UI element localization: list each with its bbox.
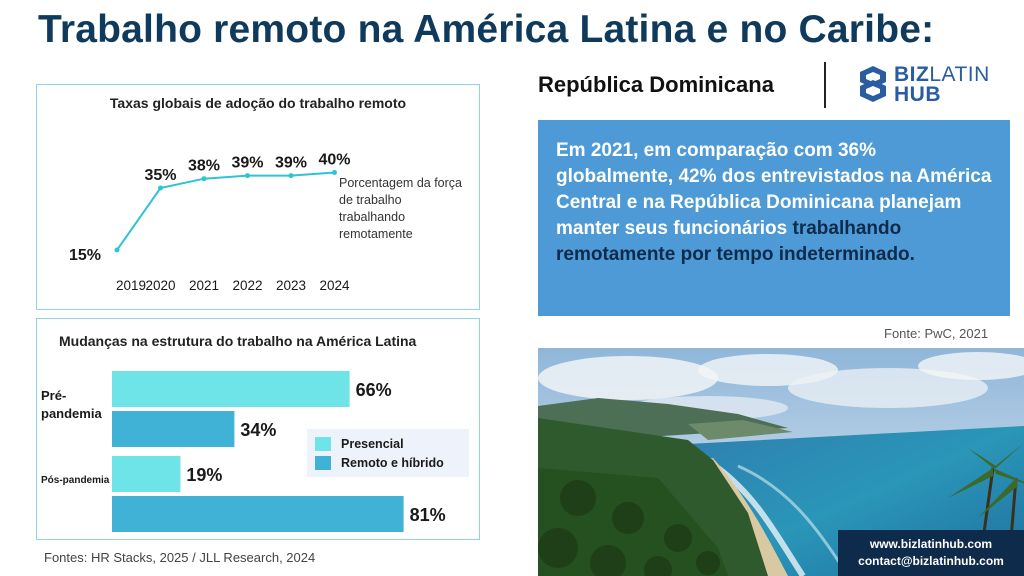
statistic-text: Em 2021, em comparação com 36% globalmen… <box>556 140 992 265</box>
remote-adoption-chart-card: Taxas globais de adoção do trabalho remo… <box>36 84 480 310</box>
bar-value-label: 19% <box>186 465 222 485</box>
work-structure-chart-title: Mudanças na estrutura do trabalho na Amé… <box>59 333 417 349</box>
chart-legend: Presencial Remoto e híbrido <box>307 429 469 477</box>
legend-label: Presencial <box>341 436 404 451</box>
data-point <box>245 173 250 179</box>
data-label: 39% <box>231 155 263 172</box>
bar-value-label: 34% <box>240 420 276 440</box>
country-heading: República Dominicana <box>538 72 774 97</box>
work-structure-bar-chart: 66% 34% 19% 81% <box>112 371 446 532</box>
bar-category-pre-pandemic: Pré-pandemia <box>41 388 102 421</box>
data-point <box>332 170 337 175</box>
x-tick-label: 2024 <box>319 278 350 293</box>
legend-swatch <box>315 455 331 470</box>
logo-text-line2: HUB <box>894 83 941 106</box>
x-tick-label: 2019 <box>116 278 146 293</box>
website-link[interactable]: www.bizlatinhub.com <box>869 537 993 551</box>
bar-value-label: 81% <box>410 505 446 525</box>
bizlatinhub-logo[interactable]: BIZLATIN HUB <box>856 62 996 106</box>
x-tick-label: 2020 <box>145 278 175 293</box>
legend-item-presencial: Presencial <box>315 434 461 453</box>
sources-footnote: Fontes: HR Stacks, 2025 / JLL Research, … <box>44 550 316 565</box>
work-structure-chart-card: Mudanças na estrutura do trabalho na Amé… <box>36 318 480 540</box>
legend-swatch <box>315 436 331 451</box>
data-label: 38% <box>188 158 220 175</box>
series-line <box>116 171 335 251</box>
contact-box: www.bizlatinhub.com contact@bizlatinhub.… <box>838 530 1024 576</box>
bar-value-label: 66% <box>356 380 392 400</box>
x-tick-label: 2021 <box>189 278 219 293</box>
x-tick-label: 2022 <box>232 278 262 293</box>
remote-adoption-chart-title: Taxas globais de adoção do trabalho remo… <box>109 95 407 111</box>
x-tick-label: 2023 <box>276 278 306 293</box>
data-label: 35% <box>144 167 176 184</box>
legend-item-remoto: Remoto e híbrido <box>315 453 461 472</box>
pwc-source: Fonte: PwC, 2021 <box>884 326 989 341</box>
statistic-box: Em 2021, em comparação com 36% globalmen… <box>538 120 1010 316</box>
chart-annotation: Porcentagem da força de trabalho trabalh… <box>339 176 462 241</box>
data-point <box>201 176 207 182</box>
statistic-highlight: trabalhando remotamente por tempo indete… <box>556 218 915 265</box>
data-point <box>288 173 294 179</box>
bar <box>112 411 235 447</box>
data-point <box>158 185 163 191</box>
logo-mark-icon <box>860 66 886 102</box>
data-label: 39% <box>275 155 307 172</box>
heading-divider <box>824 62 826 108</box>
data-label: 40% <box>318 152 350 169</box>
logo-text-line1: BIZLATIN <box>894 63 990 86</box>
data-label: 15% <box>69 247 101 264</box>
bar <box>112 371 350 407</box>
beach-illustration <box>538 348 1024 576</box>
remote-adoption-line-chart: 15% 2019 35% 2020 38% 2021 39% 2022 39% 2023 40% 20… <box>69 152 351 294</box>
legend-label: Remoto e híbrido <box>341 455 444 470</box>
bar <box>112 456 181 492</box>
dominican-coast-photo <box>538 348 1024 576</box>
bar-category-post-pandemic: Pós-pandemia <box>41 475 110 486</box>
email-link[interactable]: contact@bizlatinhub.com <box>858 554 1004 568</box>
bar <box>112 496 404 532</box>
page-title: Trabalho remoto na América Latina e no C… <box>38 8 935 51</box>
data-point <box>114 247 120 253</box>
